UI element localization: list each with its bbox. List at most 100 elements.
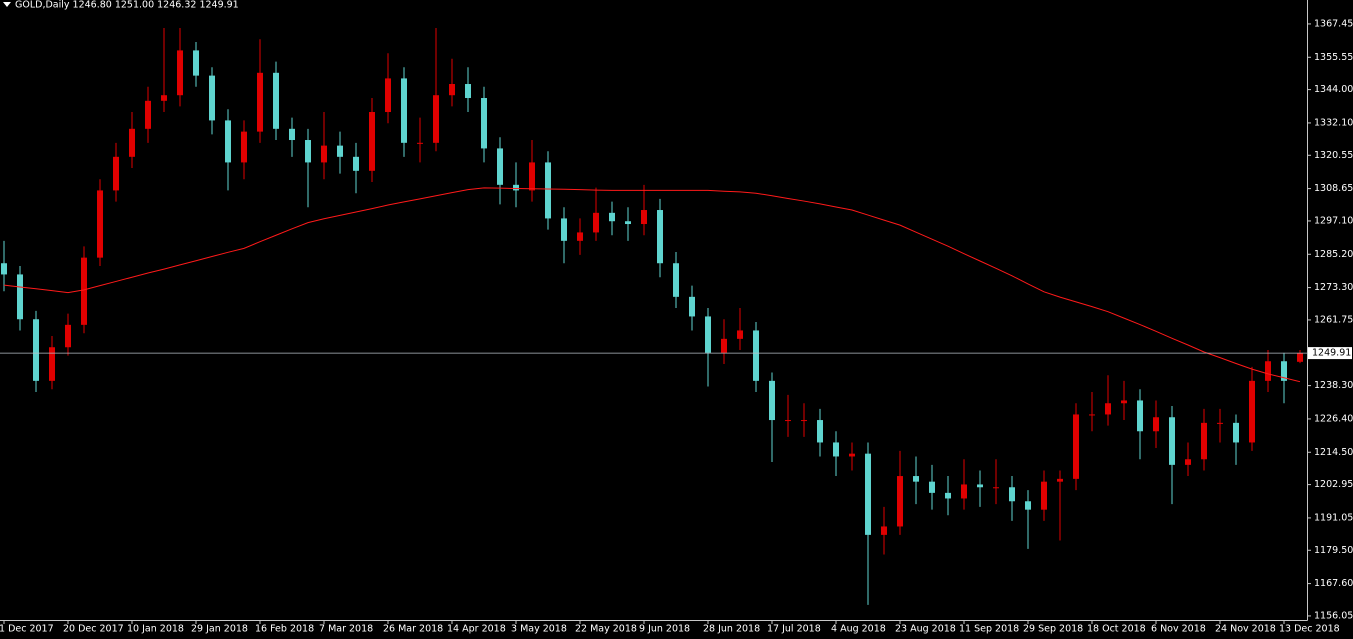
- candle-body: [577, 232, 583, 241]
- candle-body: [273, 72, 279, 129]
- candle-body: [961, 484, 967, 499]
- candle-body: [1105, 403, 1111, 415]
- candle-body: [49, 347, 55, 381]
- candle-body: [1073, 414, 1079, 479]
- candle-body: [785, 420, 791, 422]
- candle-body: [1153, 417, 1159, 432]
- candle-body: [817, 420, 823, 443]
- candle-body: [353, 156, 359, 171]
- candle-body: [561, 218, 567, 241]
- y-tick-label: 1367.45: [1314, 18, 1353, 29]
- candle-body: [705, 316, 711, 353]
- candle-body: [801, 420, 807, 422]
- candle-body: [401, 78, 407, 143]
- candle-body: [913, 476, 919, 482]
- candle-body: [337, 145, 343, 157]
- y-tick-label: 1202.95: [1314, 479, 1353, 490]
- candle-body: [1, 263, 7, 275]
- candle-body: [513, 184, 519, 191]
- candle-body: [209, 75, 215, 121]
- candle-body: [1281, 361, 1287, 381]
- candle-body: [1121, 400, 1127, 404]
- x-tick-label: 7 Mar 2018: [319, 624, 373, 635]
- candle-body: [865, 453, 871, 535]
- candle-body: [609, 212, 615, 222]
- x-tick-label: 10 Jan 2018: [127, 624, 184, 635]
- candle-body: [465, 84, 471, 99]
- x-tick-label: 18 Oct 2018: [1087, 624, 1146, 635]
- x-tick-label: 6 Nov 2018: [1151, 624, 1206, 635]
- candle-body: [17, 274, 23, 320]
- candle-body: [769, 380, 775, 421]
- candle-body: [145, 100, 151, 129]
- menu-arrow: [3, 2, 11, 7]
- y-tick-label: 1226.40: [1314, 413, 1353, 424]
- candle-body: [737, 330, 743, 339]
- last-price-box: [1308, 347, 1352, 360]
- candle-body: [433, 95, 439, 143]
- last-price-label: 1249.91: [1312, 348, 1351, 359]
- x-tick-label: 29 Sep 2018: [1023, 624, 1083, 635]
- y-tick-label: 1261.75: [1314, 314, 1353, 325]
- candle-body: [1137, 400, 1143, 432]
- candle-body: [449, 84, 455, 96]
- candle-body: [657, 210, 663, 264]
- candle-body: [849, 453, 855, 457]
- candle-body: [1185, 459, 1191, 465]
- candle-body: [993, 487, 999, 489]
- y-tick-label: 1355.55: [1314, 52, 1353, 63]
- candle-body: [177, 50, 183, 96]
- candle-body: [417, 142, 423, 144]
- x-tick-label: 16 Feb 2018: [255, 624, 314, 635]
- x-tick-label: 3 May 2018: [511, 624, 567, 635]
- chart-title: GOLD,Daily 1246.80 1251.00 1246.32 1249.…: [15, 0, 239, 11]
- candle-body: [97, 190, 103, 258]
- x-tick-label: 14 Apr 2018: [447, 624, 506, 635]
- candle-body: [33, 319, 39, 381]
- y-tick-label: 1214.50: [1314, 447, 1353, 458]
- x-tick-label: 17 Jul 2018: [767, 624, 821, 635]
- x-tick-label: 9 Jun 2018: [639, 624, 690, 635]
- candle-body: [369, 112, 375, 171]
- x-tick-label: 23 Aug 2018: [895, 624, 956, 635]
- y-tick-label: 1308.65: [1314, 183, 1353, 194]
- candle-body: [289, 128, 295, 141]
- x-tick-label: 28 Jun 2018: [703, 624, 760, 635]
- candle-body: [1009, 487, 1015, 502]
- y-tick-label: 1238.30: [1314, 380, 1353, 391]
- candle-body: [977, 484, 983, 488]
- candle-body: [129, 128, 135, 157]
- candle-body: [881, 526, 887, 535]
- x-tick-label: 13 Dec 2018: [1279, 624, 1340, 635]
- x-tick-label: 22 May 2018: [575, 624, 637, 635]
- candle-body: [625, 221, 631, 225]
- y-tick-label: 1156.05: [1314, 610, 1353, 621]
- candle-body: [1249, 380, 1255, 443]
- candle-body: [833, 442, 839, 457]
- candle-body: [545, 162, 551, 219]
- y-tick-label: 1191.05: [1314, 512, 1353, 523]
- candle-body: [81, 257, 87, 325]
- candle-body: [897, 476, 903, 527]
- candle-body: [1169, 417, 1175, 465]
- candle-body: [385, 78, 391, 113]
- candle-body: [241, 131, 247, 163]
- candle-body: [689, 296, 695, 317]
- x-tick-label: 4 Aug 2018: [831, 624, 886, 635]
- candle-body: [225, 120, 231, 163]
- candle-body: [641, 210, 647, 225]
- candle-body: [593, 212, 599, 233]
- x-tick-label: 29 Jan 2018: [191, 624, 248, 635]
- x-tick-label: 11 Sep 2018: [959, 624, 1019, 635]
- candle-body: [321, 145, 327, 163]
- y-tick-label: 1285.20: [1314, 249, 1353, 260]
- y-tick-label: 1179.50: [1314, 545, 1353, 556]
- candle-body: [481, 98, 487, 149]
- candle-body: [257, 72, 263, 132]
- candle-body: [1217, 422, 1223, 424]
- candle-body: [193, 50, 199, 76]
- candle-body: [161, 95, 167, 101]
- candle-body: [65, 324, 71, 348]
